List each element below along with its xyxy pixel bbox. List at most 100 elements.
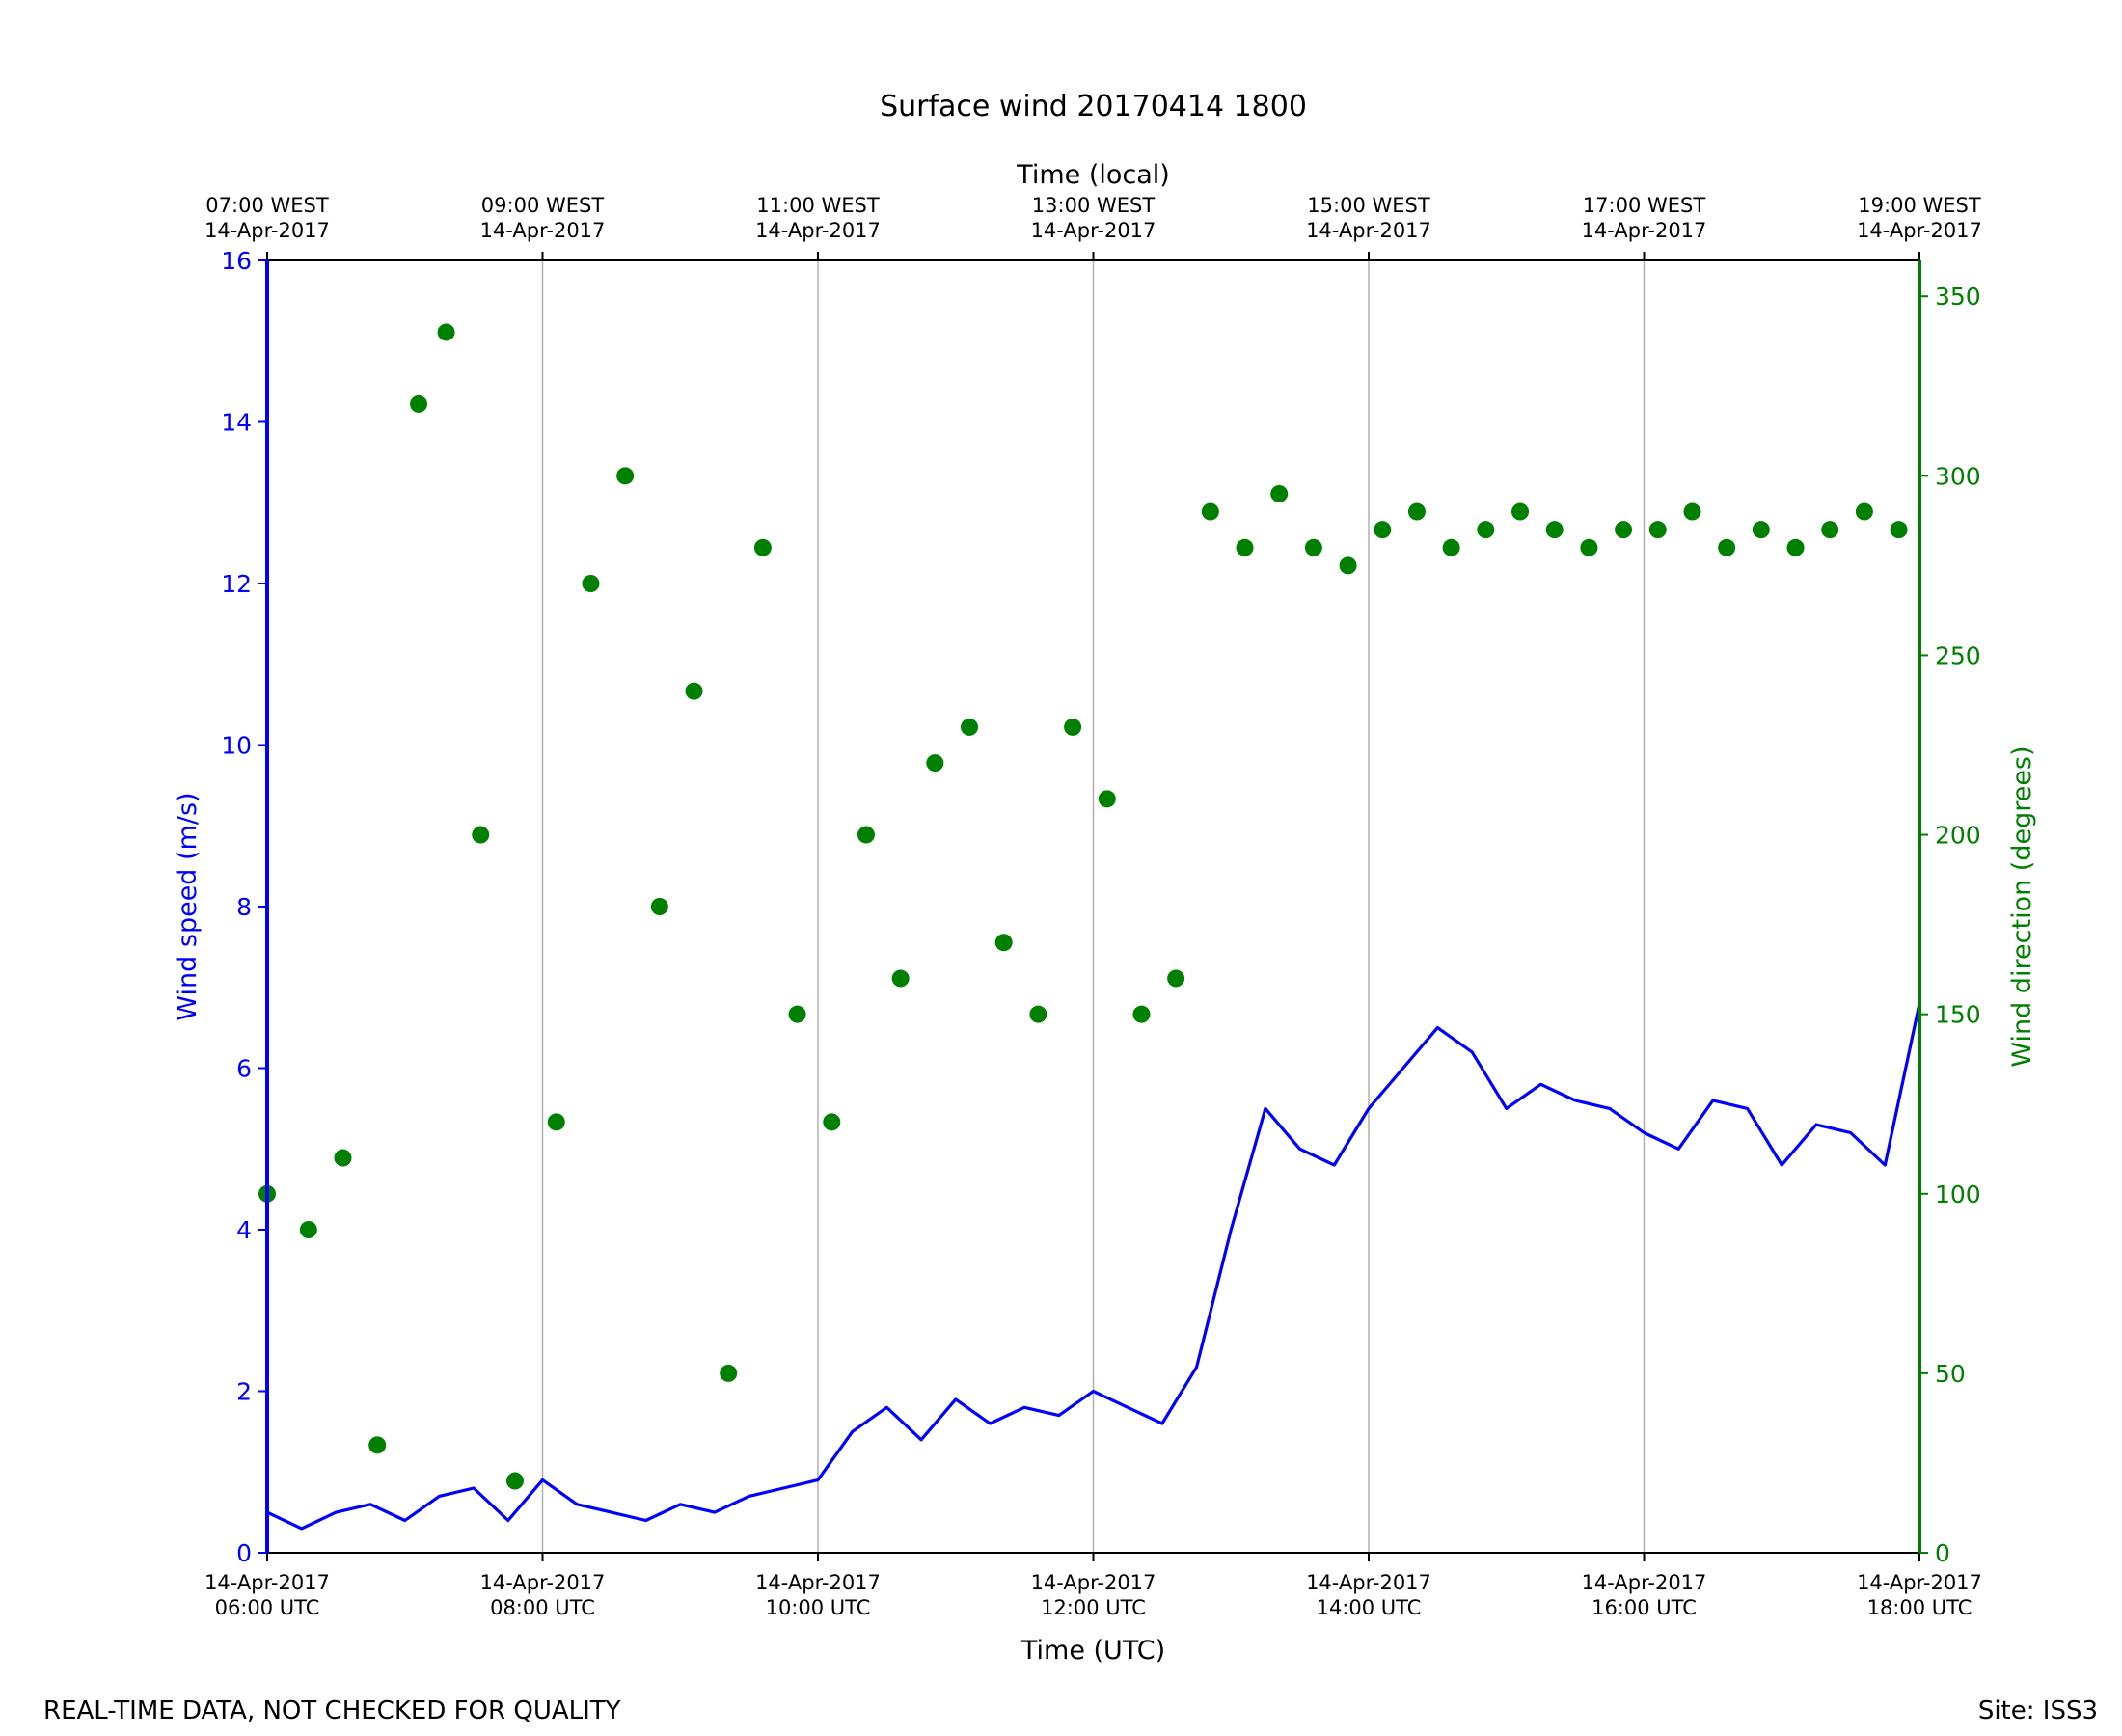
wind-direction-point: [582, 575, 600, 592]
wind-direction-point: [685, 682, 703, 700]
left-tick-label: 16: [221, 247, 252, 275]
top-tick-time: 15:00 WEST: [1307, 194, 1430, 217]
wind-direction-point: [753, 538, 772, 556]
bottom-tick-date: 14-Apr-2017: [755, 1571, 881, 1594]
wind-direction-point: [1132, 1005, 1151, 1023]
wind-direction-point: [1683, 502, 1701, 521]
wind-direction-point: [1407, 502, 1426, 521]
top-tick-date: 14-Apr-2017: [755, 219, 881, 242]
bottom-tick-date: 14-Apr-2017: [1857, 1571, 1982, 1594]
right-tick-label: 250: [1935, 641, 1981, 669]
wind-direction-point: [1752, 521, 1770, 539]
left-tick-label: 2: [236, 1378, 252, 1406]
wind-direction-point: [1098, 790, 1116, 808]
bottom-tick-date: 14-Apr-2017: [1306, 1571, 1431, 1594]
wind-direction-point: [1648, 521, 1667, 539]
wind-direction-point: [1477, 521, 1495, 539]
top-tick-time: 17:00 WEST: [1583, 194, 1706, 217]
wind-direction-point: [616, 467, 635, 485]
wind-direction-point: [788, 1005, 806, 1023]
left-tick-label: 14: [221, 409, 252, 437]
wind-direction-point: [650, 898, 668, 915]
wind-direction-point: [720, 1364, 738, 1382]
top-tick-time: 13:00 WEST: [1032, 194, 1156, 217]
wind-direction-point: [1580, 538, 1598, 556]
wind-direction-point: [926, 754, 944, 773]
left-axis-title: Wind speed (m/s): [173, 792, 203, 1020]
wind-direction-point: [1029, 1005, 1047, 1023]
left-tick-label: 4: [236, 1216, 252, 1244]
top-tick-time: 09:00 WEST: [481, 194, 605, 217]
quality-disclaimer: REAL-TIME DATA, NOT CHECKED FOR QUALITY: [43, 1696, 621, 1725]
bottom-axis-title: Time (UTC): [1020, 1636, 1165, 1666]
wind-direction-point: [1167, 969, 1185, 988]
wind-direction-point: [961, 718, 979, 736]
top-tick-date: 14-Apr-2017: [1306, 219, 1431, 242]
wind-direction-point: [1890, 521, 1908, 539]
wind-direction-point: [1786, 538, 1805, 556]
right-tick-label: 300: [1935, 462, 1981, 490]
left-tick-label: 12: [221, 570, 252, 598]
bottom-tick-time: 14:00 UTC: [1317, 1596, 1422, 1619]
wind-direction-point: [299, 1221, 317, 1238]
grid-lines: [541, 260, 1646, 1553]
bottom-tick-time: 06:00 UTC: [215, 1596, 320, 1619]
wind-direction-point: [1718, 538, 1736, 556]
top-tick-date: 14-Apr-2017: [480, 219, 606, 242]
bottom-tick-date: 14-Apr-2017: [1031, 1571, 1156, 1594]
wind-speed-line: [266, 1003, 1921, 1531]
wind-direction-point: [1615, 521, 1633, 539]
bottom-tick-date: 14-Apr-2017: [1582, 1571, 1707, 1594]
top-tick-time: 07:00 WEST: [205, 194, 329, 217]
data-series: [258, 323, 1921, 1531]
left-tick-label: 8: [236, 893, 252, 921]
bottom-tick-time: 16:00 UTC: [1592, 1596, 1697, 1619]
top-tick-date: 14-Apr-2017: [204, 219, 330, 242]
right-tick-label: 350: [1935, 283, 1981, 311]
chart-title: Surface wind 20170414 1800: [880, 90, 1307, 123]
wind-direction-point: [547, 1113, 565, 1131]
right-tick-label: 50: [1935, 1360, 1966, 1388]
wind-direction-point: [1821, 521, 1839, 539]
wind-direction-point: [1270, 484, 1289, 502]
wind-direction-point: [1201, 502, 1219, 521]
wind-direction-point: [1442, 538, 1460, 556]
top-axis-title: Time (local): [1016, 160, 1170, 190]
right-axis-title: Wind direction (degrees): [2007, 746, 2037, 1067]
wind-direction-point: [1374, 521, 1392, 539]
wind-direction-point: [410, 394, 428, 413]
right-tick-label: 200: [1935, 822, 1981, 850]
wind-direction-point: [334, 1149, 352, 1167]
site-label: Site: ISS3: [1978, 1696, 2098, 1725]
right-tick-label: 100: [1935, 1180, 1981, 1208]
wind-direction-point: [1236, 538, 1254, 556]
top-tick-date: 14-Apr-2017: [1582, 219, 1707, 242]
wind-direction-point: [823, 1113, 841, 1131]
wind-direction-point: [1064, 718, 1082, 736]
left-tick-label: 10: [221, 732, 252, 760]
wind-direction-point: [1545, 521, 1564, 539]
wind-direction-point: [368, 1436, 387, 1454]
top-tick-time: 19:00 WEST: [1858, 194, 1981, 217]
top-tick-date: 14-Apr-2017: [1031, 219, 1156, 242]
wind-direction-point: [857, 826, 875, 844]
wind-direction-point: [891, 969, 910, 988]
bottom-tick-time: 18:00 UTC: [1867, 1596, 1972, 1619]
wind-direction-point: [505, 1472, 524, 1490]
wind-direction-point: [472, 826, 490, 844]
wind-direction-point: [437, 323, 455, 341]
left-tick-label: 0: [236, 1539, 252, 1567]
top-tick-date: 14-Apr-2017: [1857, 219, 1982, 242]
wind-direction-point: [1304, 538, 1322, 556]
bottom-tick-date: 14-Apr-2017: [204, 1571, 330, 1594]
top-tick-time: 11:00 WEST: [756, 194, 880, 217]
bottom-tick-time: 12:00 UTC: [1041, 1596, 1146, 1619]
wind-direction-point: [1855, 502, 1873, 521]
wind-direction-point: [1511, 502, 1530, 521]
bottom-tick-time: 08:00 UTC: [490, 1596, 595, 1619]
right-tick-label: 150: [1935, 1001, 1981, 1029]
wind-direction-point: [994, 934, 1013, 952]
bottom-tick-time: 10:00 UTC: [766, 1596, 871, 1619]
